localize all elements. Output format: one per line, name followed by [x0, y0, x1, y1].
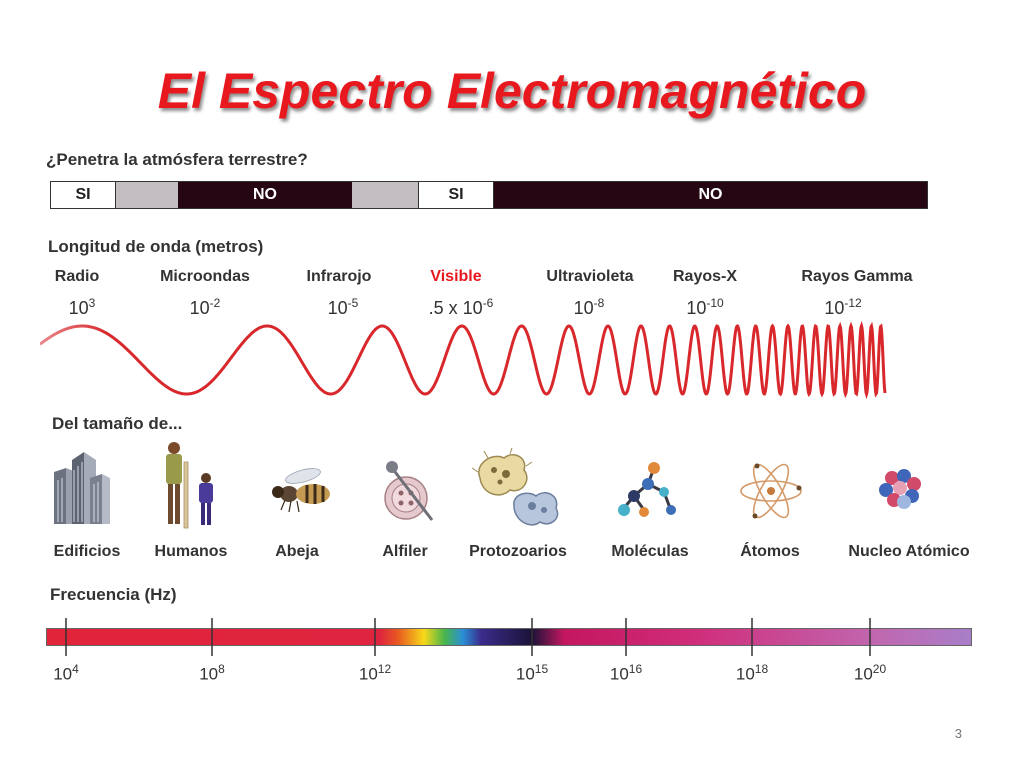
atom-icon [740, 463, 802, 519]
band-name-microwave: Microondas [160, 268, 250, 285]
freq-tick-label: 1012 [358, 662, 392, 684]
band-wavelength-radio: 103 [68, 296, 96, 318]
band-wavelength-infrared: 10-5 [327, 296, 359, 318]
size-heading: Del tamaño de... [52, 414, 183, 433]
atmosphere-bar: SI NO SI NO [50, 181, 928, 209]
bee-icon [272, 468, 330, 513]
wavelength-heading: Longitud de onda (metros) [48, 237, 264, 256]
size-label-molecules: Moléculas [611, 543, 689, 560]
freq-tick-label: 108 [199, 662, 225, 684]
size-label-protozoa: Protozoarios [469, 543, 567, 560]
freq-tick-label: 1015 [515, 662, 549, 684]
freq-tick-label: 104 [53, 662, 79, 684]
freq-tick-label: 1018 [735, 662, 769, 684]
band-wavelength-gamma: 10-12 [824, 296, 862, 318]
wave-graphic [40, 320, 887, 400]
pin-icon [384, 461, 434, 521]
band-name-infrared: Infrarojo [306, 268, 372, 285]
band-name-xray: Rayos-X [672, 268, 738, 285]
page-number: 3 [954, 726, 962, 741]
slide-title: El Espectro Electromagnético [157, 63, 867, 119]
atmosphere-segment-si: SI [418, 182, 494, 208]
atmosphere-segment-partial [116, 182, 178, 208]
size-label-buildings: Edificios [53, 543, 121, 560]
frequency-heading: Frecuencia (Hz) [50, 585, 177, 604]
atmosphere-segment-si: SI [51, 182, 116, 208]
size-label-humans: Humanos [154, 543, 228, 560]
atmosphere-segment-partial [352, 182, 418, 208]
protozoa-icon [471, 448, 559, 526]
atmosphere-segment-no: NO [494, 182, 927, 208]
band-wavelength-xray: 10-10 [686, 296, 724, 318]
band-wavelength-ultraviolet: 10-8 [573, 296, 605, 318]
band-wavelength-microwave: 10-2 [189, 296, 221, 318]
atmosphere-question: ¿Penetra la atmósfera terrestre? [46, 150, 308, 169]
frequency-bar [46, 628, 972, 646]
band-name-gamma: Rayos Gamma [801, 268, 913, 285]
band-wavelength-visible: .5 x 10-6 [428, 296, 494, 318]
freq-tick-label: 1020 [853, 662, 887, 684]
nucleus-icon [879, 469, 921, 509]
band-name-visible: Visible [430, 268, 482, 285]
size-label-atoms: Átomos [740, 543, 800, 560]
humans-icon [166, 442, 213, 529]
size-label-nucleus: Nucleo Atómico [848, 543, 970, 560]
size-label-pin: Alfiler [382, 543, 428, 560]
frequency-tick-marks [65, 618, 871, 656]
size-label-bee: Abeja [275, 543, 319, 560]
band-name-radio: Radio [54, 268, 100, 285]
molecule-icon [618, 462, 676, 517]
buildings-icon [54, 452, 110, 524]
freq-tick-label: 1016 [609, 662, 643, 684]
atmosphere-segment-no: NO [178, 182, 352, 208]
band-name-ultraviolet: Ultravioleta [546, 268, 634, 285]
